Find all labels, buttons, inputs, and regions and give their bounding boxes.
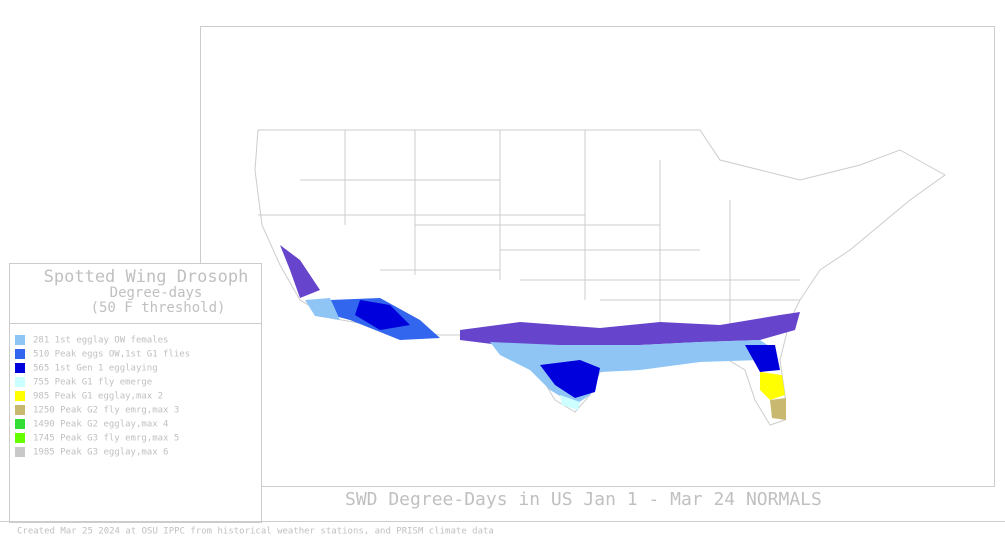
legend-label: 510 Peak eggs OW,1st G1 flies [33,350,190,360]
legend-label: 1250 Peak G2 fly emrg,max 3 [33,406,179,416]
legend-box [9,263,262,523]
legend-subtitle: Degree-days [110,285,203,301]
map-frame [200,26,995,487]
legend-label: 1745 Peak G3 fly emrg,max 5 [33,434,179,444]
footer: Created Mar 25 2024 at OSU IPPC from his… [17,527,494,537]
legend-label: 1985 Peak G3 egglay,max 6 [33,448,168,458]
legend-swatch [15,349,25,359]
legend-swatch [15,363,25,373]
legend-swatch [15,433,25,443]
legend-threshold: (50 F threshold) [91,300,226,316]
legend-label: 1490 Peak G2 egglay,max 4 [33,420,168,430]
legend-swatch [15,391,25,401]
legend-label: 985 Peak G1 egglay,max 2 [33,392,163,402]
legend-items: 281 1st egglay OW females 510 Peak eggs O… [15,335,190,458]
legend-label: 281 1st egglay OW females [33,336,168,346]
legend-title: Spotted Wing Drosoph [44,267,249,287]
legend-swatch [15,419,25,429]
legend-label: 565 1st Gen 1 egglaying [33,364,158,374]
legend-swatch [15,447,25,457]
legend-swatch [15,377,25,387]
legend-swatch [15,405,25,415]
legend-swatch [15,335,25,345]
legend-label: 755 Peak G1 fly emerge [33,378,152,388]
degree-day-zones [280,245,800,420]
us-map [254,129,946,426]
map-title: SWD Degree-Days in US Jan 1 - Mar 24 NOR… [345,489,822,510]
